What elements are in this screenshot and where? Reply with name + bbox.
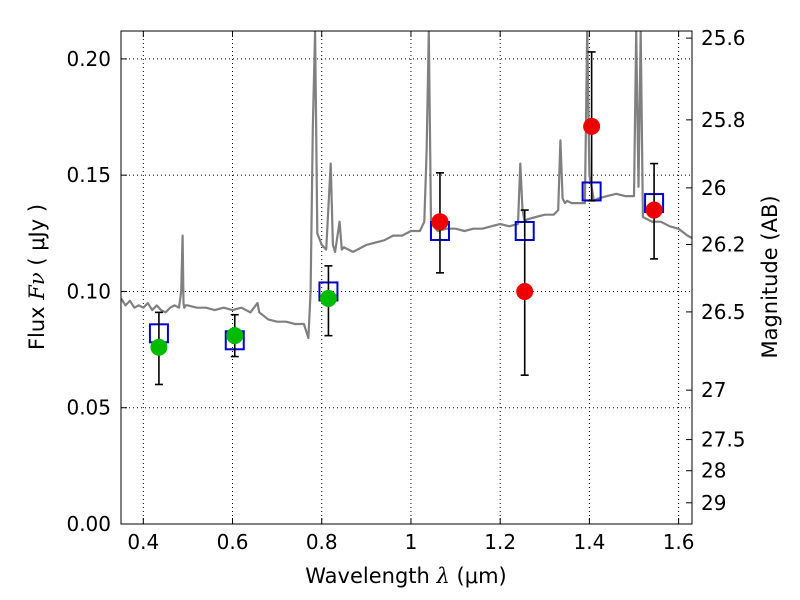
plot-background	[121, 31, 692, 524]
right-tick-label: 25.6	[701, 26, 746, 50]
optical-data-point	[319, 289, 337, 307]
right-axis-label: Magnitude (AB)	[758, 195, 782, 358]
optical-data-point	[150, 338, 168, 356]
right-tick-label: 28	[701, 459, 726, 483]
y-tick-label: 0.00	[66, 512, 111, 536]
y-tick-label: 0.15	[66, 163, 111, 187]
right-tick-label: 26	[701, 176, 726, 200]
right-tick-label: 26.5	[701, 300, 746, 324]
x-tick-label: 1.4	[573, 530, 605, 554]
nir-data-point	[645, 201, 663, 219]
y-tick-label: 0.20	[66, 47, 111, 71]
x-tick-label: 1.2	[484, 530, 516, 554]
x-tick-label: 1.6	[663, 530, 695, 554]
right-tick-label: 27.5	[701, 428, 746, 452]
x-tick-label: 0.4	[127, 530, 159, 554]
right-tick-label: 25.8	[701, 108, 746, 132]
nir-data-point	[516, 282, 534, 300]
model-spectrum-line	[121, 31, 692, 340]
y-tick-label: 0.10	[66, 279, 111, 303]
y-axis-label: Flux Fν ( μJy )	[25, 204, 49, 350]
right-tick-label: 29	[701, 491, 726, 515]
ticks: 0.4 0.6 0.8 1 1.2 1.4 1.6 0.00 0.05 0.10 0.15 0.20 2…	[66, 26, 745, 554]
x-tick-label: 0.8	[306, 530, 338, 554]
plot-frame	[120, 30, 693, 525]
nir-data-point	[431, 213, 449, 231]
x-tick-label: 0.6	[217, 530, 249, 554]
x-tick-label: 1	[405, 530, 418, 554]
right-tick-label: 26.2	[701, 232, 746, 256]
right-tick-label: 27	[701, 378, 726, 402]
nir-data-point	[583, 117, 601, 135]
data-layer	[121, 31, 692, 386]
y-tick-label: 0.05	[66, 396, 111, 420]
x-axis-label: Wavelength λ (μm)	[305, 564, 506, 588]
optical-data-point	[226, 327, 244, 345]
